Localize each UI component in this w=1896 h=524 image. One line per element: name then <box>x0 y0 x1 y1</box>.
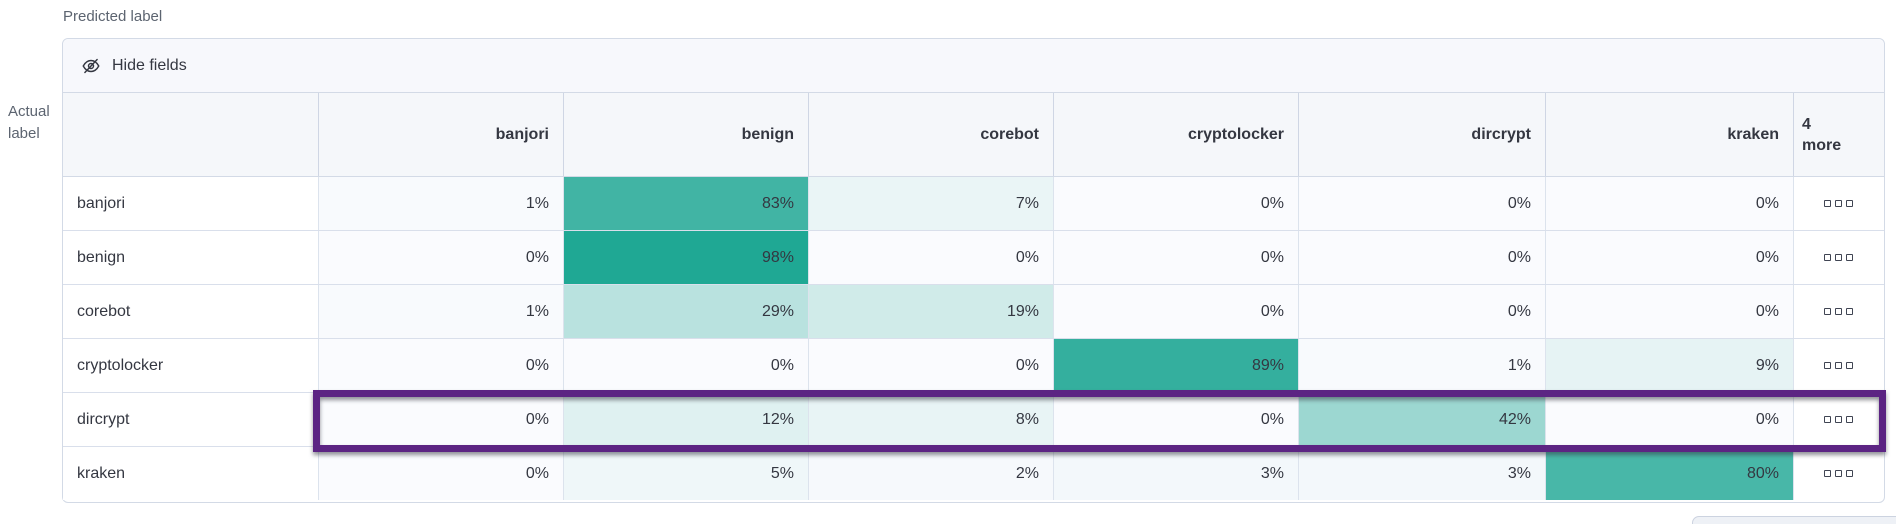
cell-banjori-kraken[interactable]: 0% <box>1545 177 1793 230</box>
row-actions-button-kraken[interactable] <box>1793 447 1882 500</box>
column-header-row: banjori benign corebot cryptolocker dircrypt… <box>63 93 1884 177</box>
cell-dircrypt-kraken[interactable]: 0% <box>1545 393 1793 446</box>
hide-fields-label: Hide fields <box>112 56 187 74</box>
boxes-horizontal-icon <box>1845 470 1853 477</box>
cell-cryptolocker-dircrypt[interactable]: 1% <box>1298 339 1545 392</box>
cell-corebot-cryptolocker[interactable]: 0% <box>1053 285 1298 338</box>
matrix-row-corebot: corebot 1% 29% 19% 0% 0% 0% <box>63 285 1884 339</box>
cell-banjori-corebot[interactable]: 7% <box>808 177 1053 230</box>
row-actions-button-banjori[interactable] <box>1793 177 1882 230</box>
row-label-cryptolocker[interactable]: cryptolocker <box>63 339 318 392</box>
matrix-row-dircrypt: dircrypt 0% 12% 8% 0% 42% 0% <box>63 393 1884 447</box>
cell-benign-corebot[interactable]: 0% <box>808 231 1053 284</box>
actual-label-axis: Actual label <box>8 103 50 142</box>
boxes-horizontal-icon <box>1823 416 1831 423</box>
cell-cryptolocker-kraken[interactable]: 9% <box>1545 339 1793 392</box>
row-actions-button-corebot[interactable] <box>1793 285 1882 338</box>
column-header-kraken[interactable]: kraken <box>1545 93 1793 176</box>
boxes-horizontal-icon <box>1845 362 1853 369</box>
row-actions-button-cryptolocker[interactable] <box>1793 339 1882 392</box>
cell-banjori-banjori[interactable]: 1% <box>318 177 563 230</box>
cell-kraken-kraken[interactable]: 80% <box>1545 447 1793 500</box>
cell-dircrypt-banjori[interactable]: 0% <box>318 393 563 446</box>
boxes-horizontal-icon <box>1823 200 1831 207</box>
cell-cryptolocker-cryptolocker[interactable]: 89% <box>1053 339 1298 392</box>
cell-benign-cryptolocker[interactable]: 0% <box>1053 231 1298 284</box>
cell-cryptolocker-corebot[interactable]: 0% <box>808 339 1053 392</box>
cell-kraken-cryptolocker[interactable]: 3% <box>1053 447 1298 500</box>
predicted-label-axis: Predicted label <box>63 8 163 25</box>
boxes-horizontal-icon <box>1834 416 1842 423</box>
column-header-dircrypt[interactable]: dircrypt <box>1298 93 1545 176</box>
boxes-horizontal-icon <box>1823 362 1831 369</box>
cell-benign-benign[interactable]: 98% <box>563 231 808 284</box>
cell-banjori-benign[interactable]: 83% <box>563 177 808 230</box>
cell-corebot-kraken[interactable]: 0% <box>1545 285 1793 338</box>
column-header-banjori[interactable]: banjori <box>318 93 563 176</box>
cell-cryptolocker-benign[interactable]: 0% <box>563 339 808 392</box>
row-label-kraken[interactable]: kraken <box>63 447 318 500</box>
cell-banjori-cryptolocker[interactable]: 0% <box>1053 177 1298 230</box>
cell-kraken-banjori[interactable]: 0% <box>318 447 563 500</box>
confusion-matrix-grid: banjori benign corebot cryptolocker dircrypt… <box>63 93 1884 500</box>
boxes-horizontal-icon <box>1823 470 1831 477</box>
horizontal-scrollbar[interactable] <box>1692 516 1896 524</box>
boxes-horizontal-icon <box>1834 254 1842 261</box>
row-label-corebot[interactable]: corebot <box>63 285 318 338</box>
cell-corebot-benign[interactable]: 29% <box>563 285 808 338</box>
boxes-horizontal-icon <box>1823 308 1831 315</box>
column-header-overflow[interactable]: 4 more <box>1793 93 1882 176</box>
column-header-benign[interactable]: benign <box>563 93 808 176</box>
header-corner-cell <box>63 93 318 176</box>
cell-kraken-corebot[interactable]: 2% <box>808 447 1053 500</box>
boxes-horizontal-icon <box>1834 362 1842 369</box>
cell-benign-kraken[interactable]: 0% <box>1545 231 1793 284</box>
column-header-cryptolocker[interactable]: cryptolocker <box>1053 93 1298 176</box>
boxes-horizontal-icon <box>1834 200 1842 207</box>
column-header-corebot[interactable]: corebot <box>808 93 1053 176</box>
row-label-banjori[interactable]: banjori <box>63 177 318 230</box>
cell-corebot-corebot[interactable]: 19% <box>808 285 1053 338</box>
boxes-horizontal-icon <box>1845 416 1853 423</box>
cell-banjori-dircrypt[interactable]: 0% <box>1298 177 1545 230</box>
cell-dircrypt-benign[interactable]: 12% <box>563 393 808 446</box>
row-label-benign[interactable]: benign <box>63 231 318 284</box>
cell-cryptolocker-banjori[interactable]: 0% <box>318 339 563 392</box>
cell-kraken-dircrypt[interactable]: 3% <box>1298 447 1545 500</box>
matrix-row-kraken: kraken 0% 5% 2% 3% 3% 80% <box>63 447 1884 500</box>
confusion-matrix-table: Hide fields banjori benign corebot cryptolo… <box>62 38 1886 503</box>
cell-corebot-banjori[interactable]: 1% <box>318 285 563 338</box>
matrix-row-cryptolocker: cryptolocker 0% 0% 0% 89% 1% 9% <box>63 339 1884 393</box>
cell-dircrypt-corebot[interactable]: 8% <box>808 393 1053 446</box>
matrix-row-banjori: banjori 1% 83% 7% 0% 0% 0% <box>63 177 1884 231</box>
row-label-dircrypt[interactable]: dircrypt <box>63 393 318 446</box>
boxes-horizontal-icon <box>1845 308 1853 315</box>
eye-slash-icon <box>81 56 101 76</box>
boxes-horizontal-icon <box>1823 254 1831 261</box>
cell-kraken-benign[interactable]: 5% <box>563 447 808 500</box>
cell-benign-dircrypt[interactable]: 0% <box>1298 231 1545 284</box>
boxes-horizontal-icon <box>1845 200 1853 207</box>
matrix-row-benign: benign 0% 98% 0% 0% 0% 0% <box>63 231 1884 285</box>
row-actions-button-benign[interactable] <box>1793 231 1882 284</box>
hide-fields-button[interactable]: Hide fields <box>63 39 1884 93</box>
boxes-horizontal-icon <box>1834 470 1842 477</box>
boxes-horizontal-icon <box>1845 254 1853 261</box>
cell-corebot-dircrypt[interactable]: 0% <box>1298 285 1545 338</box>
row-actions-button-dircrypt[interactable] <box>1793 393 1882 446</box>
cell-dircrypt-dircrypt[interactable]: 42% <box>1298 393 1545 446</box>
boxes-horizontal-icon <box>1834 308 1842 315</box>
cell-benign-banjori[interactable]: 0% <box>318 231 563 284</box>
cell-dircrypt-cryptolocker[interactable]: 0% <box>1053 393 1298 446</box>
